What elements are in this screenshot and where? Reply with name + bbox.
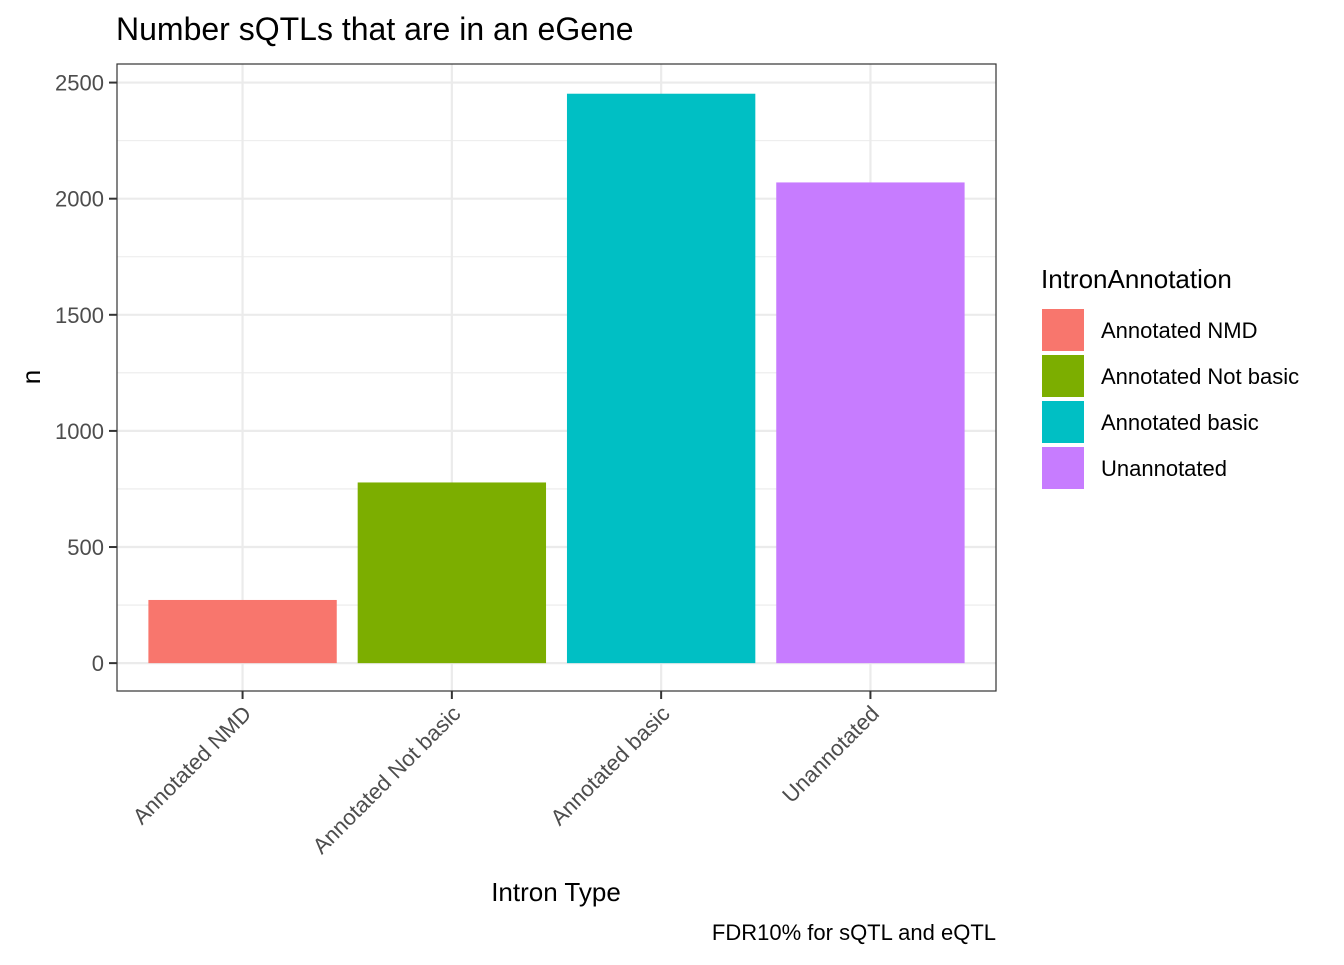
plot-panel-border	[116, 63, 997, 692]
legend-key	[1042, 355, 1084, 397]
y-tick-label: 0	[92, 651, 104, 676]
y-tick-label: 2500	[55, 71, 104, 96]
caption: FDR10% for sQTL and eQTL	[712, 920, 996, 945]
bar	[566, 93, 756, 664]
y-tick-label: 500	[67, 535, 104, 560]
legend-key	[1042, 401, 1084, 443]
legend-label: Annotated basic	[1101, 410, 1259, 435]
y-tick-label: 2000	[55, 187, 104, 212]
bars	[148, 93, 965, 664]
legend-title: IntronAnnotation	[1041, 264, 1232, 294]
y-axis-label: n	[16, 370, 46, 384]
legend-label: Annotated Not basic	[1101, 364, 1299, 389]
legend-key	[1042, 447, 1084, 489]
legend-label: Annotated NMD	[1101, 318, 1258, 343]
legend-key	[1042, 309, 1084, 351]
bar	[357, 482, 547, 664]
bar	[776, 182, 965, 664]
y-tick-label: 1000	[55, 419, 104, 444]
x-axis-label: Intron Type	[491, 877, 621, 907]
y-tick-label: 1500	[55, 303, 104, 328]
legend-label: Unannotated	[1101, 456, 1227, 481]
chart-title: Number sQTLs that are in an eGene	[116, 11, 634, 47]
bar	[148, 599, 337, 664]
legend: IntronAnnotation Annotated NMD Annotated …	[1041, 264, 1299, 489]
y-axis: 0 500 1000 1500 2000 2500	[55, 71, 117, 676]
